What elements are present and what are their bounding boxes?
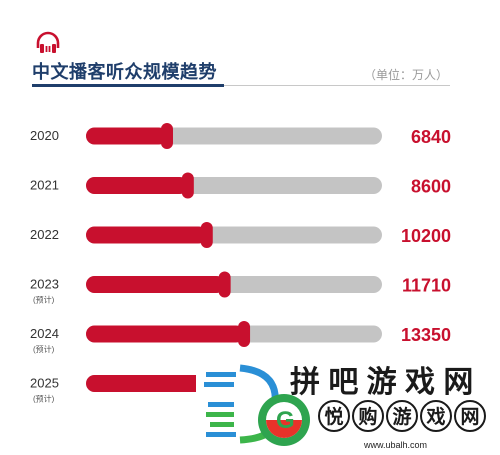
estimate-note: (预计): [33, 344, 55, 354]
year-label: 2024: [30, 326, 59, 341]
bar-fill: [86, 375, 229, 392]
watermark-char: 戏: [425, 406, 445, 428]
bar-fill: [86, 226, 207, 244]
bar-knob: [160, 123, 173, 149]
value-label: 13350: [401, 325, 451, 345]
value-label: 11710: [402, 276, 451, 296]
watermark-top-text: 拼 吧 游 戏 网: [290, 366, 473, 399]
chart-title: 中文播客听众规模趋势: [32, 62, 217, 82]
bar-knob: [181, 172, 194, 199]
value-label: 8600: [411, 177, 451, 197]
g-logo-icon: G: [258, 394, 310, 446]
header-divider: [224, 85, 450, 86]
watermark-overlay: 拼 吧 游 戏 网 G 悦购游戏网 www.ubalh.com: [196, 358, 500, 455]
bar-fill: [86, 276, 225, 293]
value-label: 10200: [401, 226, 451, 246]
estimate-note: (预计): [33, 295, 55, 305]
title-underline: [32, 84, 224, 87]
unit-label: （单位：万人）: [363, 68, 448, 82]
year-label: 2023: [30, 277, 59, 292]
bar-fill: [86, 127, 167, 145]
svg-text:G: G: [276, 407, 295, 434]
year-label: 2021: [30, 178, 59, 193]
watermark-char: 悦: [324, 405, 343, 428]
estimate-note: (预计): [33, 394, 55, 404]
watermark-char-circle: [318, 400, 350, 432]
watermark-char-circle: [352, 400, 384, 432]
value-label: 6840: [411, 127, 451, 147]
watermark-char-circle: [420, 400, 452, 432]
watermark-char: 购: [358, 405, 377, 428]
bar-knob: [238, 321, 251, 347]
watermark-char-circle: [386, 400, 418, 432]
bar-knob: [200, 222, 213, 248]
year-label: 2020: [30, 128, 59, 143]
headphones-icon: [36, 31, 60, 53]
watermark-char: 游: [392, 405, 411, 428]
year-label: 2025: [30, 376, 59, 391]
bar-fill: [86, 177, 188, 194]
year-label: 2022: [30, 227, 59, 242]
watermark-char: 网: [460, 407, 479, 428]
bar-fill: [86, 325, 245, 343]
watermark-char-circle: [454, 400, 486, 432]
bar-knob: [218, 271, 231, 298]
watermark-url: www.ubalh.com: [363, 440, 427, 450]
